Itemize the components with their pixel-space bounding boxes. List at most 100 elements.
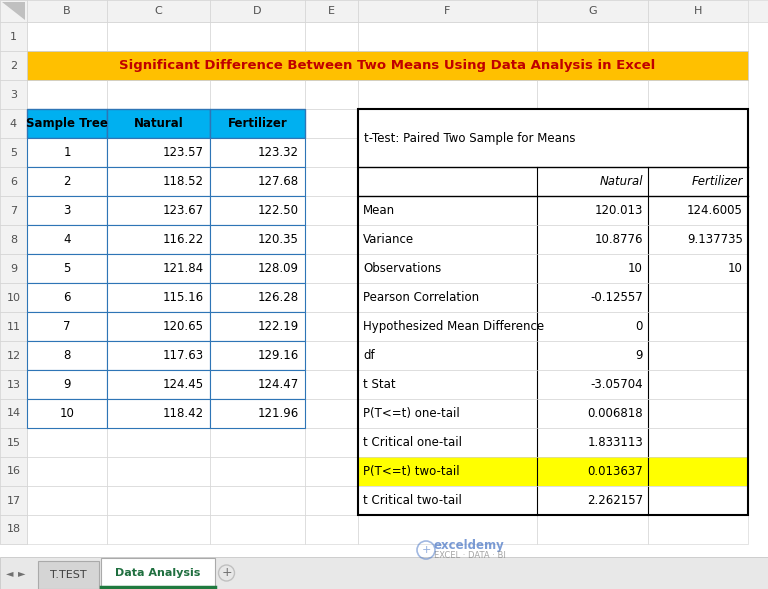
Text: 10: 10: [6, 293, 21, 303]
Text: 13: 13: [6, 379, 21, 389]
Bar: [648, 399, 748, 428]
Text: 10.8776: 10.8776: [594, 233, 643, 246]
Bar: [27, 80, 107, 109]
Bar: [537, 399, 648, 428]
Bar: [537, 138, 648, 167]
Bar: [0, 428, 27, 457]
Bar: [0, 254, 27, 283]
Text: 124.47: 124.47: [258, 378, 299, 391]
Text: 0.006818: 0.006818: [588, 407, 643, 420]
Text: G: G: [588, 6, 597, 16]
Bar: [0, 0, 768, 22]
Bar: [537, 22, 648, 51]
Text: P(T<=t) two-tail: P(T<=t) two-tail: [363, 465, 459, 478]
Bar: [537, 51, 648, 80]
Bar: [27, 196, 107, 225]
Bar: [0, 138, 27, 167]
Bar: [210, 196, 305, 225]
Bar: [38, 561, 99, 589]
Bar: [358, 138, 537, 167]
Text: 1: 1: [10, 31, 17, 41]
Bar: [27, 138, 107, 167]
Bar: [648, 428, 748, 457]
Polygon shape: [2, 2, 25, 20]
Text: 3: 3: [10, 90, 17, 100]
Bar: [210, 370, 305, 399]
Bar: [107, 196, 210, 225]
Bar: [537, 254, 648, 283]
Text: 0: 0: [636, 320, 643, 333]
Bar: [305, 225, 358, 254]
Text: Significant Difference Between Two Means Using Data Analysis in Excel: Significant Difference Between Two Means…: [119, 59, 656, 72]
Bar: [107, 283, 210, 312]
Text: B: B: [63, 6, 71, 16]
Bar: [107, 225, 210, 254]
Text: ◄: ◄: [6, 568, 14, 578]
Bar: [27, 370, 107, 399]
Text: D: D: [253, 6, 262, 16]
Bar: [210, 341, 305, 370]
Bar: [358, 109, 537, 138]
Bar: [210, 109, 305, 138]
Bar: [648, 254, 748, 283]
Bar: [305, 109, 358, 138]
Bar: [210, 225, 305, 254]
Bar: [0, 557, 768, 589]
Text: 8: 8: [10, 234, 17, 244]
Bar: [27, 254, 107, 283]
Text: 122.50: 122.50: [258, 204, 299, 217]
Bar: [210, 486, 305, 515]
Text: 122.19: 122.19: [258, 320, 299, 333]
Bar: [0, 51, 27, 80]
Bar: [107, 0, 210, 22]
Bar: [210, 457, 305, 486]
Bar: [27, 283, 107, 312]
Bar: [0, 80, 27, 109]
Bar: [27, 225, 107, 254]
Text: 118.52: 118.52: [163, 175, 204, 188]
Bar: [27, 515, 107, 544]
Bar: [537, 312, 648, 341]
Bar: [305, 341, 358, 370]
Bar: [0, 225, 27, 254]
Text: Mean: Mean: [363, 204, 395, 217]
Bar: [27, 51, 107, 80]
Text: Sample Tree: Sample Tree: [26, 117, 108, 130]
Bar: [305, 22, 358, 51]
Bar: [358, 370, 537, 399]
Bar: [0, 109, 27, 138]
Bar: [0, 283, 27, 312]
Text: 9.137735: 9.137735: [687, 233, 743, 246]
Bar: [27, 399, 107, 428]
Bar: [210, 0, 305, 22]
Bar: [305, 486, 358, 515]
Bar: [648, 196, 748, 225]
Bar: [107, 457, 210, 486]
Text: E: E: [328, 6, 335, 16]
Bar: [27, 341, 107, 370]
Bar: [537, 515, 648, 544]
Text: exceldemy: exceldemy: [434, 538, 505, 551]
Bar: [648, 138, 748, 167]
Bar: [107, 399, 210, 428]
Text: Fertilizer: Fertilizer: [227, 117, 287, 130]
Bar: [648, 225, 748, 254]
Bar: [27, 138, 107, 167]
Text: 5: 5: [63, 262, 71, 275]
Text: t-Test: Paired Two Sample for Means: t-Test: Paired Two Sample for Means: [364, 131, 575, 144]
Bar: [107, 80, 210, 109]
Text: -3.05704: -3.05704: [591, 378, 643, 391]
Bar: [358, 341, 537, 370]
Text: 10: 10: [628, 262, 643, 275]
Bar: [27, 457, 107, 486]
Bar: [358, 399, 537, 428]
Text: 4: 4: [10, 118, 17, 128]
Bar: [0, 486, 27, 515]
Text: 16: 16: [6, 466, 21, 477]
Bar: [305, 254, 358, 283]
Bar: [0, 312, 27, 341]
Bar: [27, 399, 107, 428]
Text: ►: ►: [18, 568, 26, 578]
Bar: [648, 486, 748, 515]
Text: df: df: [363, 349, 375, 362]
